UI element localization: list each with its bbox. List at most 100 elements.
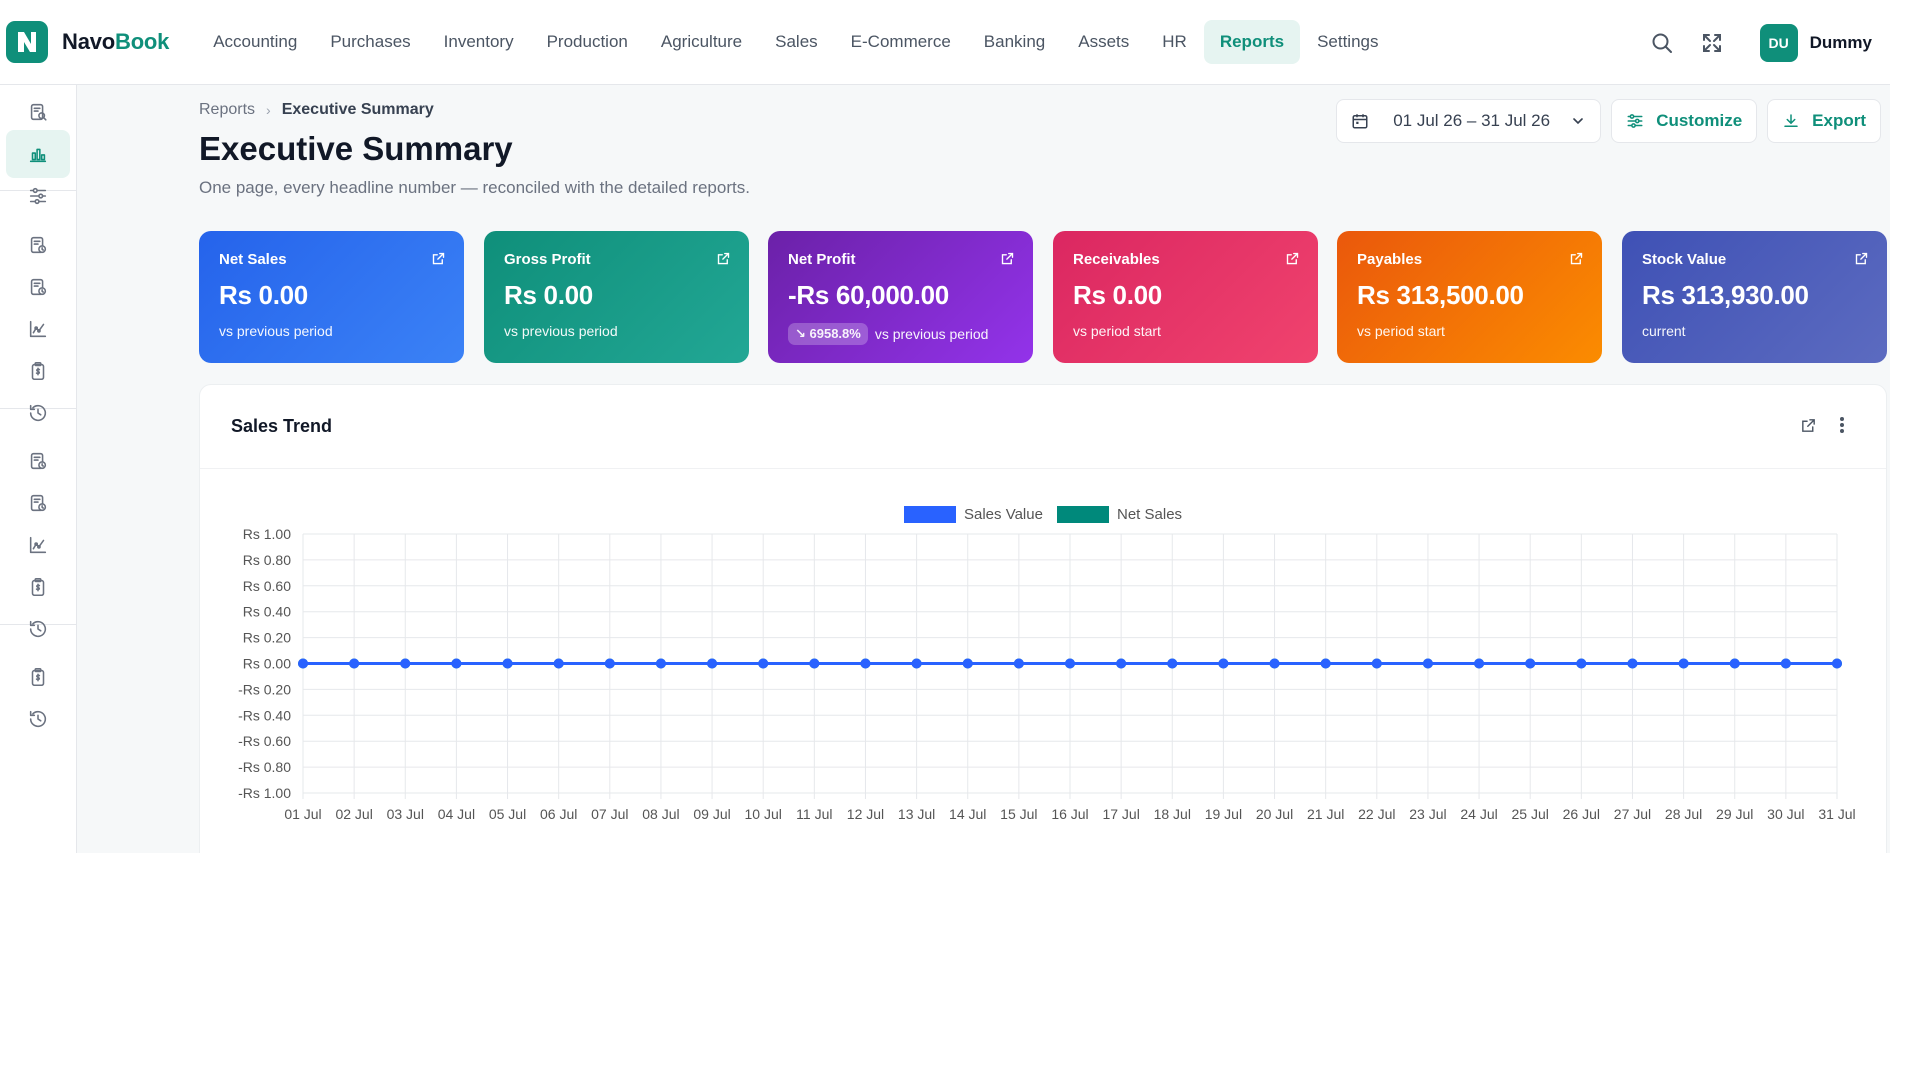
sidebar-item-13[interactable] — [6, 605, 70, 653]
data-point-1-23 — [1422, 658, 1433, 669]
data-point-1-10 — [758, 658, 769, 669]
sidebar-item-5[interactable] — [6, 263, 70, 311]
data-point-1-29 — [1729, 658, 1740, 669]
nav-item-hr[interactable]: HR — [1162, 32, 1187, 51]
data-point-1-5 — [502, 658, 513, 669]
nav-item-banking[interactable]: Banking — [983, 32, 1046, 51]
sidebar-item-3[interactable] — [6, 172, 70, 220]
sidebar-item-10[interactable] — [6, 479, 70, 527]
sidebar-item-11[interactable] — [6, 521, 70, 569]
data-point-1-20 — [1269, 658, 1280, 669]
x-tick-label: 17 Jul — [1102, 806, 1139, 822]
nav-item-inventory[interactable]: Inventory — [443, 32, 514, 51]
sidebar-item-15[interactable] — [6, 695, 70, 743]
kpi-value: -Rs 60,000.00 — [788, 280, 949, 310]
sidebar-item-12[interactable] — [6, 563, 70, 611]
data-point-1-18 — [1167, 658, 1178, 669]
kpi-card-gross-profit[interactable]: Gross Profit Rs 0.00 vs previous period — [484, 231, 749, 363]
user-menu[interactable]: DU Dummy — [1759, 23, 1872, 62]
nav-item-production[interactable]: Production — [546, 32, 628, 51]
sidebar-item-6[interactable] — [6, 305, 70, 353]
x-tick-label: 25 Jul — [1512, 806, 1549, 822]
user-name: Dummy — [1809, 32, 1872, 52]
sales-trend-title: Sales Trend — [231, 416, 333, 436]
kpi-card-payables[interactable]: Payables Rs 313,500.00 vs period start — [1337, 231, 1602, 363]
nav-item-sales[interactable]: Sales — [775, 32, 818, 51]
kpi-label: Net Sales — [219, 251, 287, 268]
data-point-1-22 — [1371, 658, 1382, 669]
y-tick-label: -Rs 0.60 — [238, 733, 291, 749]
legend-label-1: Sales Value — [964, 506, 1043, 523]
external-link-icon[interactable] — [431, 251, 446, 266]
nav-item-agriculture[interactable]: Agriculture — [660, 32, 743, 51]
sidebar-item-7[interactable] — [6, 347, 70, 395]
data-point-1-28 — [1678, 658, 1689, 669]
open-report-button[interactable] — [1798, 413, 1818, 437]
more-options-button[interactable] — [1832, 413, 1852, 437]
y-tick-label: Rs 0.20 — [243, 630, 291, 646]
sidebar-item-2[interactable] — [6, 130, 70, 178]
nav-item-settings[interactable]: Settings — [1317, 32, 1379, 51]
kpi-label: Payables — [1357, 251, 1423, 268]
panel-tools — [1784, 413, 1852, 437]
data-point-1-3 — [400, 658, 411, 669]
brand-logo[interactable]: NavoBook — [6, 21, 169, 63]
brand-name: NavoBook — [62, 29, 169, 55]
report-clock-icon — [30, 452, 47, 470]
external-link-icon[interactable] — [1854, 251, 1869, 266]
sidebar-item-9[interactable] — [6, 437, 70, 485]
x-tick-label: 01 Jul — [284, 806, 321, 822]
date-range-value: 01 Jul 26 – 31 Jul 26 — [1393, 111, 1551, 130]
x-tick-label: 04 Jul — [438, 806, 475, 822]
nav-item-e-commerce[interactable]: E-Commerce — [850, 32, 951, 51]
kpi-card-net-profit[interactable]: Net Profit -Rs 60,000.00 ↘ 6958.8% vs previ… — [768, 231, 1033, 363]
customize-label: Customize — [1656, 111, 1743, 130]
external-link-icon[interactable] — [716, 251, 731, 266]
kpi-change-badge: ↘ 6958.8% — [788, 323, 868, 345]
x-tick-label: 24 Jul — [1460, 806, 1497, 822]
y-tick-label: -Rs 0.40 — [238, 707, 291, 723]
external-link-icon[interactable] — [1569, 251, 1584, 266]
external-link-icon[interactable] — [1285, 251, 1300, 266]
data-point-1-19 — [1218, 658, 1229, 669]
date-range-picker[interactable]: 01 Jul 26 – 31 Jul 26 — [1336, 99, 1602, 143]
export-button[interactable]: Export — [1767, 99, 1881, 143]
sales-trend-header: Sales Trend — [200, 385, 1886, 469]
chevron-down-icon — [1573, 118, 1584, 125]
x-tick-label: 06 Jul — [540, 806, 577, 822]
external-link-icon[interactable] — [1000, 251, 1015, 266]
kpi-label: Net Profit — [788, 251, 856, 268]
clipboard-dollar-icon — [31, 667, 45, 687]
x-tick-label: 19 Jul — [1205, 806, 1242, 822]
x-tick-label: 31 Jul — [1818, 806, 1855, 822]
breadcrumb-parent[interactable]: Reports — [199, 101, 256, 118]
nav-item-accounting[interactable]: Accounting — [213, 32, 298, 51]
nav-item-reports[interactable]: Reports — [1203, 20, 1301, 64]
kpi-card-net-sales[interactable]: Net Sales Rs 0.00 vs previous period — [199, 231, 464, 363]
search-button[interactable] — [1642, 23, 1682, 63]
y-tick-label: Rs 0.80 — [243, 552, 291, 568]
fullscreen-button[interactable] — [1692, 23, 1732, 63]
x-tick-label: 11 Jul — [796, 806, 832, 822]
data-point-1-2 — [349, 658, 360, 669]
data-point-1-24 — [1474, 658, 1485, 669]
kpi-card-receivables[interactable]: Receivables Rs 0.00 vs period start — [1053, 231, 1318, 363]
avatar: DU — [1759, 23, 1798, 62]
sidebar-item-14[interactable] — [6, 653, 70, 701]
legend-swatch-1 — [904, 506, 956, 523]
x-tick-label: 13 Jul — [898, 806, 935, 822]
page-title: Executive Summary — [199, 130, 513, 167]
y-tick-label: -Rs 0.20 — [238, 681, 291, 697]
sidebar-item-1[interactable] — [6, 88, 70, 136]
sidebar-item-8[interactable] — [6, 389, 70, 437]
fullscreen-icon — [1702, 33, 1721, 52]
customize-button[interactable]: Customize — [1611, 99, 1758, 143]
brand-name-part2: Book — [115, 29, 170, 54]
nav-item-assets[interactable]: Assets — [1078, 32, 1130, 51]
kpi-card-stock-value[interactable]: Stock Value Rs 313,930.00 current — [1622, 231, 1887, 363]
kpi-comparison: vs period start — [1357, 323, 1445, 339]
export-label: Export — [1812, 111, 1866, 130]
sidebar-item-4[interactable] — [6, 221, 70, 269]
nav-item-purchases[interactable]: Purchases — [330, 32, 411, 51]
kpi-value: Rs 0.00 — [504, 280, 593, 310]
